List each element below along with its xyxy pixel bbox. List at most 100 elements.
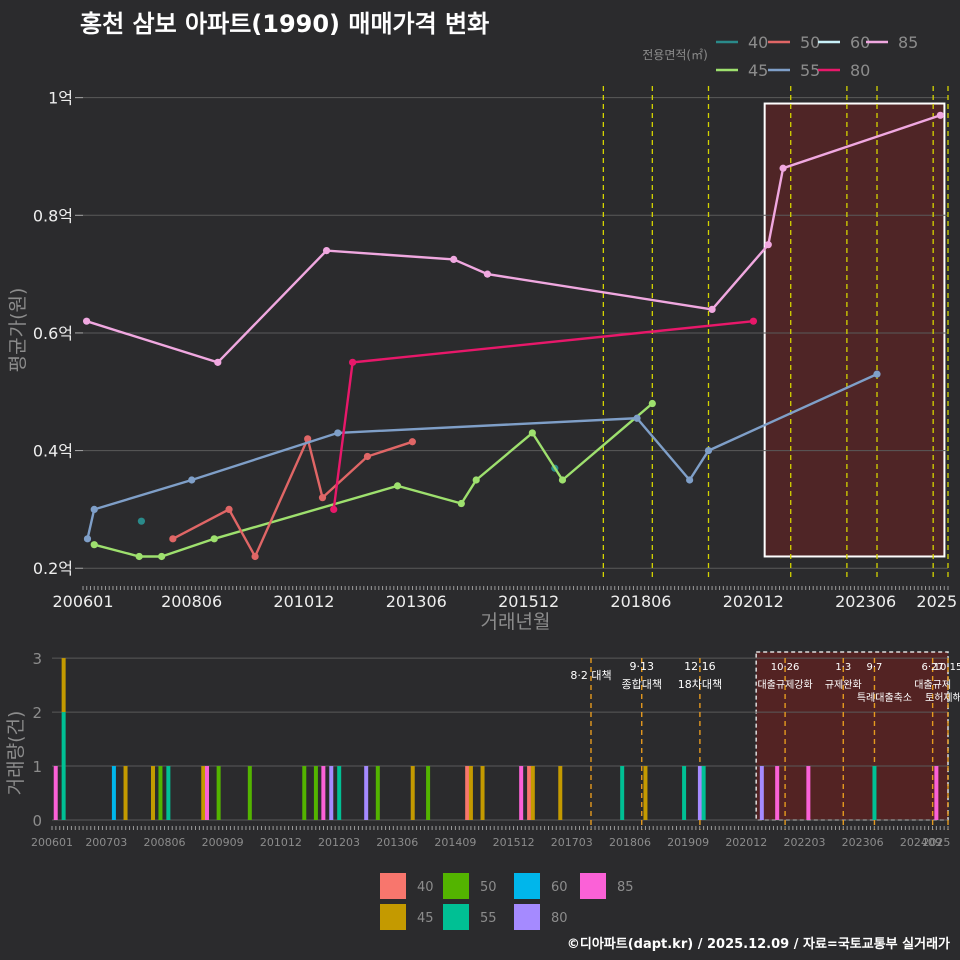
- x-axis-title: 거래년월: [481, 611, 551, 633]
- volume-bar-45: [530, 766, 535, 820]
- y-axis-title: 평균가(원): [7, 288, 29, 373]
- data-point-45: [135, 552, 143, 561]
- volume-bar-45: [480, 766, 485, 820]
- legend-label-45: 45: [417, 911, 434, 926]
- data-point-45: [648, 399, 656, 408]
- data-point-85: [764, 241, 772, 249]
- series-55: [83, 370, 881, 543]
- x-tick-label: 201012: [260, 836, 302, 849]
- data-point-45: [472, 476, 480, 484]
- x-tick-label: 200806: [144, 836, 186, 849]
- y-tick-label: 0.2억: [33, 559, 73, 578]
- y-tick-label: 3: [32, 650, 42, 668]
- data-point-85: [214, 358, 222, 366]
- x-tick-label: 201306: [386, 592, 447, 611]
- volume-bar-85: [775, 766, 780, 820]
- volume-bar-45: [468, 766, 473, 820]
- policy-annotation-date: 9·13: [629, 660, 654, 673]
- legend-label-80: 80: [551, 911, 568, 926]
- data-point-50: [408, 438, 416, 446]
- volume-bar-85: [519, 766, 524, 820]
- policy-annotation-date: 1·3: [835, 662, 851, 673]
- data-point-55: [873, 370, 881, 378]
- data-point-45: [558, 476, 567, 484]
- policy-annotation-date: 6·27: [922, 662, 944, 673]
- legend-label-80: 80: [850, 61, 870, 80]
- data-point-50: [251, 552, 259, 561]
- x-tick-label: 2025: [916, 592, 957, 611]
- x-tick-label: 201012: [273, 592, 334, 611]
- x-tick-label: 2025: [922, 836, 950, 849]
- highlight-box: [763, 102, 946, 558]
- x-tick-label: 201512: [493, 836, 535, 849]
- policy-annotation-date: 9·7: [867, 662, 883, 673]
- volume-bar-50: [375, 766, 380, 820]
- volume-bar-45: [643, 766, 648, 820]
- x-minor-ticks: [82, 586, 949, 590]
- volume-bar-85: [204, 766, 209, 820]
- data-point-50: [225, 505, 233, 514]
- volume-bar-85: [53, 766, 58, 820]
- policy-annotation-date: 12·16: [684, 660, 716, 673]
- volume-bar-80: [364, 766, 369, 820]
- volume-bar-50: [216, 766, 221, 820]
- area-legend: 전용면적(㎡) 40 50 60 85 45 55 80: [642, 33, 918, 80]
- data-point-50: [363, 452, 372, 461]
- policy-annotation-name: 규제완화: [825, 679, 862, 691]
- legend-swatch-60: [514, 873, 540, 899]
- data-point-85: [450, 255, 458, 264]
- chart-title: 홍천 삼보 아파트(1990) 매매가격 변화: [80, 10, 490, 38]
- data-point-50: [169, 535, 177, 543]
- volume-bar-55: [620, 766, 625, 820]
- volume-bar-50: [313, 766, 318, 820]
- source-footer: ©디아파트(dapt.kr) / 2025.12.09 / 자료=국토교통부 실…: [566, 937, 950, 952]
- data-point-50: [304, 435, 312, 443]
- volume-bar-50: [158, 766, 163, 820]
- data-point-45: [528, 429, 536, 437]
- data-point-45: [457, 499, 465, 508]
- data-point-85: [82, 317, 91, 325]
- data-point-55: [188, 476, 196, 484]
- legend-swatch-80: [514, 904, 540, 930]
- volume-bar-50: [426, 766, 431, 820]
- data-point-80: [749, 317, 758, 325]
- x-tick-label: 202012: [723, 592, 784, 611]
- x-minor-ticks: [51, 826, 949, 830]
- legend-label-60: 60: [850, 33, 870, 52]
- data-point-45: [393, 482, 402, 490]
- x-tick-label: 201703: [551, 836, 593, 849]
- volume-bar-chart: 0 1 2 3 8·2 대책 9·13 종합대책 12·16 18차대책 10·26 대출규제강화 1…: [5, 650, 960, 849]
- policy-annotation-name: 종합대책: [621, 678, 661, 691]
- legend-swatch-40: [380, 873, 406, 899]
- volume-legend: 40 45 50 55 60 80 85: [380, 873, 634, 930]
- data-point-80: [330, 505, 338, 514]
- series-45: [90, 399, 656, 561]
- price-line-chart: 0.2억 0.4억 0.6억 0.8억 1억 200601 200806 201012 2013…: [7, 86, 957, 633]
- volume-bar-45: [123, 766, 128, 820]
- x-tick-label: 200703: [85, 836, 127, 849]
- volume-bar-45: [558, 766, 563, 820]
- series-line-50: [172, 435, 413, 560]
- legend-swatch-55: [443, 904, 469, 930]
- volume-bar-55: [872, 766, 877, 820]
- legend-label-40: 40: [748, 33, 768, 52]
- x-tick-label: 202306: [835, 592, 896, 611]
- volume-bar-55: [682, 766, 687, 820]
- volume-bar-80: [697, 766, 702, 820]
- volume-bar-55: [61, 712, 66, 820]
- data-point-80: [349, 358, 357, 366]
- data-point-85: [779, 164, 787, 172]
- policy-annotation-name: 토허제해제: [925, 691, 960, 704]
- data-point-85: [483, 270, 492, 278]
- legend-label-55: 55: [800, 61, 820, 80]
- policy-annotation-name: 대출규제강화: [757, 679, 812, 691]
- data-point-55: [334, 429, 342, 437]
- volume-bar-50: [247, 766, 252, 820]
- y-tick-label: 1억: [48, 89, 73, 108]
- y-tick-label: 2: [32, 704, 42, 722]
- series-80: [330, 317, 758, 514]
- legend-title: 전용면적(㎡): [642, 48, 708, 62]
- volume-bar-85: [934, 766, 939, 820]
- volume-bar-55: [337, 766, 342, 820]
- legend-label-60: 60: [551, 880, 568, 895]
